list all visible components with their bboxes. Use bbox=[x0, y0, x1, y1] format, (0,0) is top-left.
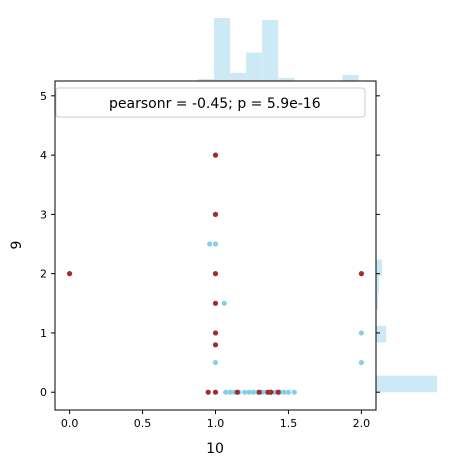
scatter-point bbox=[285, 389, 292, 395]
y-hist-bar bbox=[376, 259, 383, 277]
y-hist-bar bbox=[376, 375, 437, 393]
x-tick-label: 1.0 bbox=[207, 417, 225, 430]
y-hist-bar bbox=[376, 276, 380, 293]
scatter-point bbox=[358, 359, 365, 366]
scatter-point bbox=[212, 389, 219, 395]
scatter-point bbox=[358, 330, 365, 336]
correlation-annotation: pearsonr = -0.45; p = 5.9e-16 bbox=[109, 96, 321, 112]
x-hist-bar bbox=[230, 72, 247, 81]
y-hist-bar bbox=[376, 325, 387, 343]
scatter-point bbox=[256, 389, 262, 395]
legend-frame bbox=[55, 87, 366, 118]
scatter-point bbox=[212, 300, 219, 306]
scatter-point bbox=[207, 241, 213, 247]
scatter-point bbox=[268, 389, 274, 395]
marginal-y-histogram bbox=[376, 259, 437, 393]
scatter-point bbox=[275, 389, 281, 395]
y-tick-label: 0 bbox=[40, 386, 47, 399]
legend-box: pearsonr = -0.45; p = 5.9e-16 bbox=[55, 87, 366, 118]
x-tick-label: 0.5 bbox=[134, 417, 152, 430]
scatter-point bbox=[212, 359, 219, 366]
x-tick-label: 2.0 bbox=[353, 417, 371, 430]
scatter-point bbox=[281, 389, 287, 395]
scatter-point bbox=[250, 389, 257, 395]
x-hist-bar bbox=[214, 18, 231, 81]
y-hist-bar bbox=[376, 292, 379, 310]
scatter-point bbox=[227, 389, 233, 395]
scatter-point bbox=[223, 389, 229, 395]
scatter-points bbox=[66, 152, 365, 395]
y-tick-label: 3 bbox=[40, 208, 47, 221]
x-hist-bar bbox=[197, 78, 215, 81]
scatter-point bbox=[221, 300, 227, 306]
scatter-point bbox=[212, 211, 219, 217]
x-hist-bar bbox=[278, 77, 295, 81]
scatter-point bbox=[291, 389, 297, 395]
scatter-point bbox=[234, 389, 240, 395]
scatter-point bbox=[212, 241, 219, 247]
y-axis-ticks: 0 1 2 3 4 5 bbox=[40, 90, 380, 399]
marginal-x-histogram bbox=[197, 18, 359, 81]
y-axis-label: 9 bbox=[9, 241, 25, 250]
y-tick-label: 1 bbox=[40, 327, 47, 340]
scatter-point bbox=[205, 389, 211, 395]
scatter-point bbox=[212, 330, 219, 336]
x-tick-label: 0.0 bbox=[61, 417, 79, 430]
scatter-point bbox=[66, 271, 73, 277]
x-hist-bar bbox=[262, 20, 279, 81]
x-axis-label: 10 bbox=[206, 441, 224, 457]
scatter-point bbox=[212, 152, 219, 158]
x-axis-ticks: 0.0 0.5 1.0 1.5 2.0 bbox=[61, 410, 370, 430]
x-hist-bar bbox=[342, 74, 359, 81]
scatter-point bbox=[212, 342, 219, 348]
y-tick-label: 5 bbox=[40, 90, 47, 103]
y-tick-label: 2 bbox=[40, 268, 47, 281]
scatter-point bbox=[246, 389, 252, 395]
scatter-point bbox=[358, 271, 365, 277]
y-tick-label: 4 bbox=[40, 149, 47, 162]
x-tick-label: 1.5 bbox=[280, 417, 298, 430]
scatter-point bbox=[242, 389, 248, 395]
x-hist-bar bbox=[246, 52, 263, 81]
scatter-point bbox=[212, 271, 219, 277]
